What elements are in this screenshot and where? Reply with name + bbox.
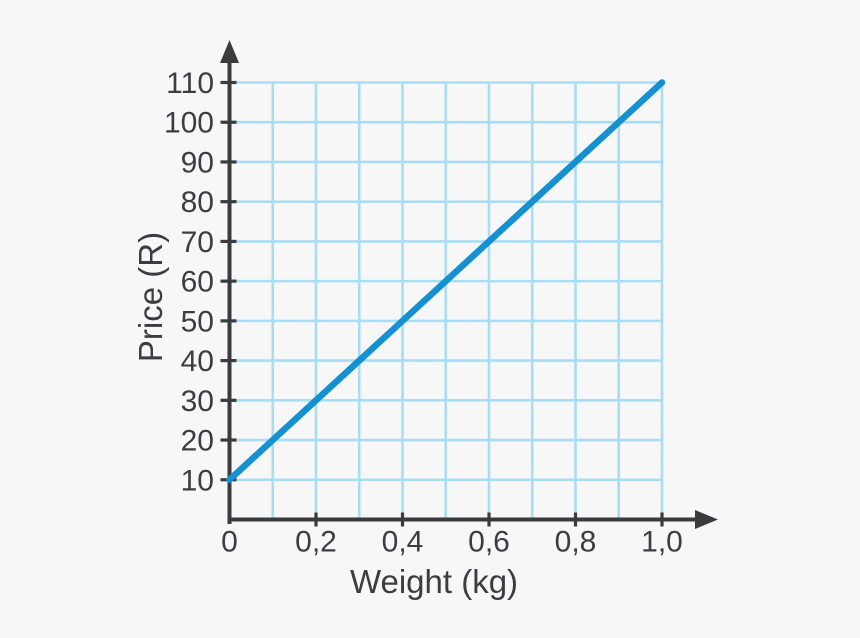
x-tick-label: 1,0 bbox=[641, 526, 683, 559]
x-tick-label: 0 bbox=[221, 526, 238, 559]
y-tick-label: 80 bbox=[181, 186, 214, 219]
tick-marks bbox=[220, 80, 664, 527]
y-tick-label: 30 bbox=[181, 385, 214, 418]
tick-labels: 0 0,2 0,4 0,6 0,8 1,0 10 20 30 40 50 60 70 80 90 100 110 bbox=[164, 67, 683, 559]
y-axis-arrowhead-icon bbox=[220, 40, 239, 63]
y-tick-label: 20 bbox=[181, 425, 214, 458]
axes bbox=[220, 40, 718, 529]
y-tick-label: 100 bbox=[164, 107, 214, 140]
y-tick-label: 70 bbox=[181, 226, 214, 259]
data-line bbox=[226, 79, 666, 484]
x-axis-arrowhead-icon bbox=[695, 510, 718, 529]
data-series bbox=[226, 79, 666, 484]
x-tick-label: 0,2 bbox=[295, 526, 337, 559]
x-tick-label: 0,6 bbox=[468, 526, 510, 559]
y-tick-label: 40 bbox=[181, 345, 214, 378]
grid-lines bbox=[229, 81, 664, 520]
y-tick-label: 110 bbox=[166, 67, 214, 100]
y-tick-label: 10 bbox=[181, 464, 214, 497]
x-axis-title: Weight (kg) bbox=[350, 563, 518, 600]
x-tick-label: 0,8 bbox=[555, 526, 597, 559]
y-tick-label: 50 bbox=[181, 305, 214, 338]
y-tick-label: 90 bbox=[181, 146, 214, 179]
y-axis-title: Price (R) bbox=[132, 232, 169, 362]
y-tick-label: 60 bbox=[181, 266, 214, 299]
x-tick-label: 0,4 bbox=[382, 526, 424, 559]
